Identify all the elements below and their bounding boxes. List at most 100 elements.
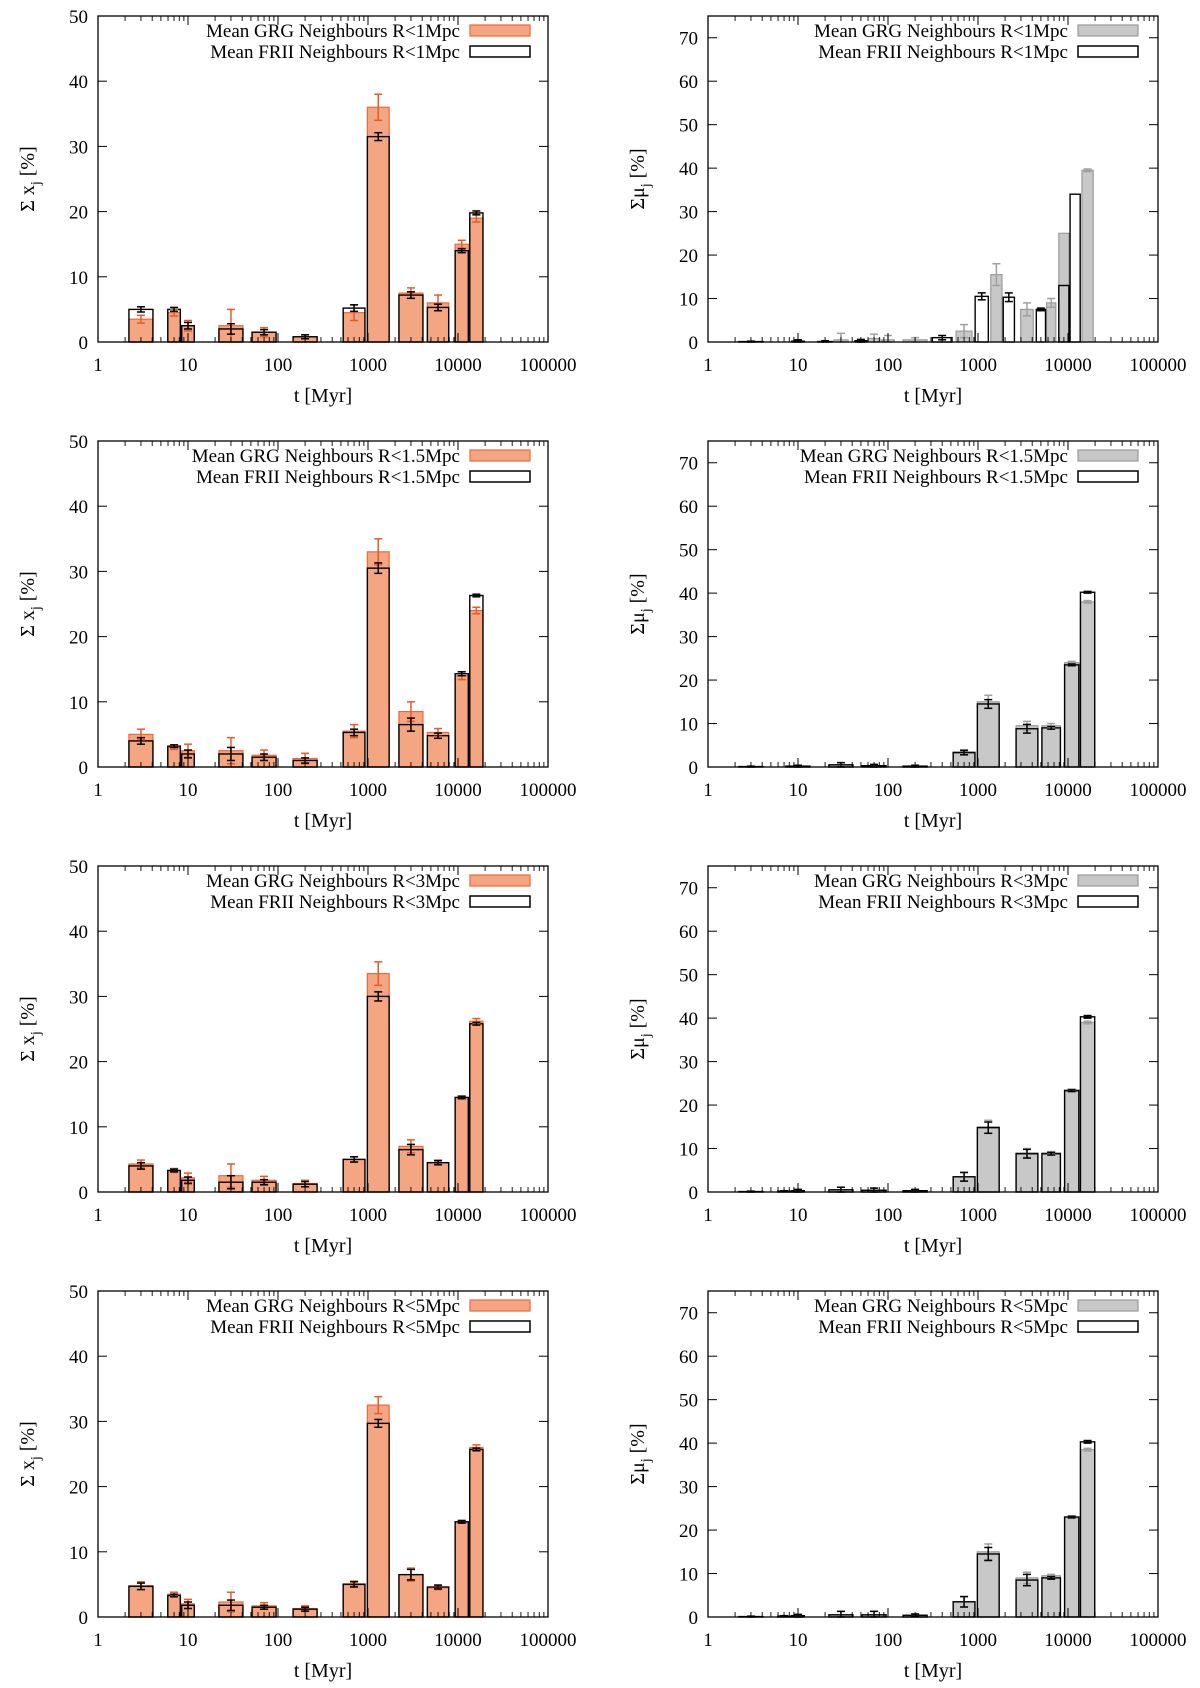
y-axis-title-main: Σ x (17, 185, 39, 212)
legend-label: Mean FRII Neighbours R<5Mpc (210, 1317, 460, 1338)
y-tick-label: 50 (679, 1391, 698, 1412)
legend-label: Mean GRG Neighbours R<3Mpc (206, 871, 460, 892)
chart-panel-left-2: 1 10 100 1000 10000 100000 t [Myr] 0 10 20 30 40 50 Σ… (17, 432, 577, 832)
y-tick-label: 50 (679, 116, 698, 137)
x-tick-label: 1 (93, 1630, 103, 1651)
bar (1079, 1449, 1096, 1618)
y-axis: 0 10 20 30 40 50 60 70 Σμj [%] (627, 29, 1158, 354)
series-frii (738, 591, 1096, 768)
x-axis-title: t [Myr] (904, 810, 962, 832)
x-tick-label: 10000 (1044, 1630, 1092, 1651)
bar (1081, 169, 1094, 343)
y-tick-label: 10 (69, 1118, 88, 1139)
legend-swatch (1077, 1299, 1139, 1312)
x-tick-label: 10 (179, 1630, 198, 1651)
y-tick-label: 10 (679, 290, 698, 311)
bar (1063, 662, 1080, 768)
x-axis-title: t [Myr] (294, 810, 352, 832)
y-tick-label: 10 (69, 693, 88, 714)
y-tick-label: 50 (69, 857, 88, 878)
y-axis: 0 10 20 30 40 50 60 70 Σμj [%] (627, 454, 1158, 779)
x-axis-title: t [Myr] (294, 385, 352, 407)
x-axis: 1 10 100 1000 10000 100000 t [Myr] (703, 441, 1187, 832)
y-tick-label: 40 (679, 159, 698, 180)
x-tick-label: 10 (789, 1205, 808, 1226)
bar (976, 1551, 1000, 1618)
bar (454, 243, 469, 343)
y-tick-label: 0 (79, 333, 89, 354)
legend-label: Mean FRII Neighbours R<1.5Mpc (196, 467, 460, 488)
y-tick-label: 10 (679, 1140, 698, 1161)
series-grg (791, 169, 1094, 343)
x-tick-label: 10000 (434, 1205, 482, 1226)
x-tick-label: 100000 (1130, 780, 1187, 801)
y-tick-label: 20 (69, 1478, 88, 1499)
legend-label: Mean GRG Neighbours R<1Mpc (814, 21, 1068, 42)
y-axis-title-sub: j (639, 183, 654, 188)
y-tick-label: 30 (679, 1053, 698, 1074)
y-tick-label: 30 (69, 562, 88, 583)
bar (469, 217, 484, 343)
series-grg (128, 972, 484, 1193)
y-axis: 0 10 20 30 40 50 60 70 Σμj [%] (627, 879, 1158, 1204)
x-tick-label: 10000 (1044, 355, 1092, 376)
y-axis-title-tail: [%] (627, 148, 649, 183)
y-axis: 0 10 20 30 40 50 60 70 Σμj [%] (627, 1304, 1158, 1629)
y-axis-title-sub: j (639, 1458, 654, 1463)
y-tick-label: 10 (69, 1543, 88, 1564)
y-tick-label: 0 (79, 1608, 89, 1629)
y-axis-title-main: Σμ (627, 187, 649, 209)
legend-label: Mean GRG Neighbours R<5Mpc (206, 1296, 460, 1317)
y-tick-label: 60 (679, 72, 698, 93)
errorbars-frii (136, 562, 481, 764)
y-axis-title-tail: [%] (627, 998, 649, 1033)
y-tick-label: 10 (679, 1565, 698, 1586)
legend-label: Mean FRII Neighbours R<1.5Mpc (804, 467, 1068, 488)
y-tick-label: 20 (679, 1521, 698, 1542)
plot-frame (707, 440, 1159, 768)
y-axis-title-tail: [%] (627, 1423, 649, 1458)
legend-label: Mean GRG Neighbours R<5Mpc (814, 1296, 1068, 1317)
y-tick-label: 0 (79, 1183, 89, 1204)
x-tick-label: 1 (703, 355, 713, 376)
chart-panel-right-3: 1 10 100 1000 10000 100000 t [Myr] 0 10 20 30 40 50 6… (627, 865, 1187, 1257)
y-axis-title: Σ xj [%] (17, 1421, 44, 1487)
y-axis-title-tail: [%] (17, 146, 39, 181)
y-tick-label: 40 (679, 1434, 698, 1455)
x-axis: 1 10 100 1000 10000 100000 t [Myr] (703, 1291, 1187, 1682)
x-tick-label: 100 (874, 780, 903, 801)
plot-frame (707, 865, 1159, 1193)
x-tick-label: 10 (789, 1630, 808, 1651)
errorbars-grg (136, 1395, 481, 1613)
y-axis-title-main: Σ x (17, 1460, 39, 1487)
y-tick-label: 20 (69, 628, 88, 649)
x-tick-label: 1000 (349, 780, 387, 801)
x-axis: 1 10 100 1000 10000 100000 t [Myr] (93, 1291, 577, 1682)
series-frii (738, 1441, 1096, 1618)
y-tick-label: 0 (79, 758, 89, 779)
legend-swatch (469, 24, 531, 37)
legend-swatch (469, 1320, 531, 1333)
x-tick-label: 10000 (434, 1630, 482, 1651)
y-tick-label: 50 (69, 7, 88, 28)
y-axis-title-main: Σμ (627, 1462, 649, 1484)
series-grg (128, 1404, 484, 1618)
x-tick-label: 1000 (349, 355, 387, 376)
legend-label: Mean FRII Neighbours R<1Mpc (818, 42, 1068, 63)
y-axis-title-tail: [%] (627, 573, 649, 608)
y-tick-label: 60 (679, 1347, 698, 1368)
x-tick-label: 100000 (1130, 1630, 1187, 1651)
x-tick-label: 1 (703, 1630, 713, 1651)
y-tick-label: 40 (69, 72, 88, 93)
y-tick-label: 40 (69, 497, 88, 518)
chart-panel-left-3: 1 10 100 1000 10000 100000 t [Myr] 0 10 20 30 40 50 Σ… (17, 857, 577, 1257)
y-axis-title-sub: j (29, 1456, 44, 1461)
legend-swatch (1077, 45, 1139, 58)
x-tick-label: 100 (264, 1205, 293, 1226)
y-tick-label: 30 (679, 203, 698, 224)
x-tick-label: 1000 (959, 780, 997, 801)
